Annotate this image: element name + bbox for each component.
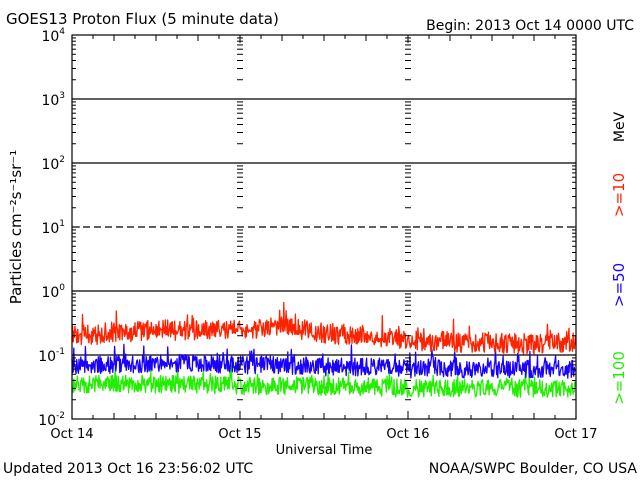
y-tick-label: 104	[41, 27, 65, 45]
legend-entry: >=100	[610, 351, 628, 405]
x-tick-label: Oct 17	[554, 427, 597, 442]
y-tick-label: 10-2	[38, 411, 65, 429]
begin-label: Begin: 2013 Oct 14 0000 UTC	[426, 18, 634, 34]
legend: >=10 >=50 >=100	[610, 173, 628, 405]
y-tick-label: 100	[41, 283, 65, 301]
y-tick-label: 101	[41, 219, 65, 237]
units-label: MeV	[612, 111, 628, 142]
y-tick-label: 10-1	[38, 347, 65, 365]
y-axis-title: Particles cm⁻²s⁻¹sr⁻¹	[7, 150, 25, 304]
y-tick-label: 103	[41, 91, 65, 109]
x-axis-ticks: Oct 14 Oct 15 Oct 16 Oct 17	[50, 35, 598, 442]
x-tick-label: Oct 16	[386, 427, 429, 442]
updated-timestamp: Updated 2013 Oct 16 23:56:02 UTC	[3, 461, 253, 477]
credit-text: NOAA/SWPC Boulder, CO USA	[429, 461, 638, 477]
series-line	[71, 301, 577, 355]
data-traces	[71, 301, 577, 398]
legend-entry: >=10	[610, 173, 628, 217]
legend-entry: >=50	[610, 263, 628, 307]
x-tick-label: Oct 15	[218, 427, 261, 442]
chart-title: GOES13 Proton Flux (5 minute data)	[6, 10, 279, 28]
y-axis-ticks: 104 103 102 101 100 10-1 10-2	[38, 27, 576, 429]
x-axis-title: Universal Time	[276, 443, 373, 458]
series-line	[71, 343, 576, 379]
y-tick-label: 102	[41, 155, 65, 173]
x-tick-label: Oct 14	[50, 427, 93, 442]
grid-lines	[72, 98, 576, 356]
series-line	[71, 364, 577, 398]
